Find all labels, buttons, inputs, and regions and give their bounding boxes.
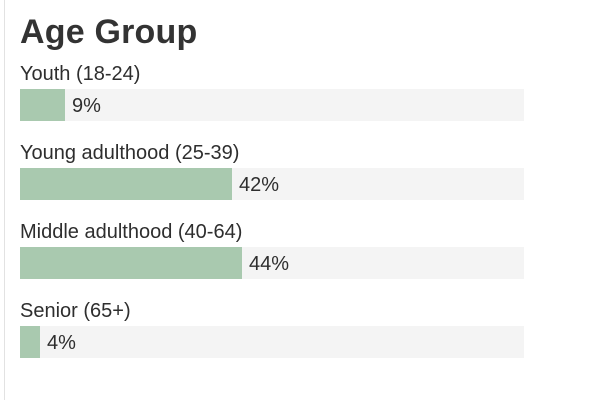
value-label: 4% [47, 332, 76, 354]
bar-group-middle-adulthood: Middle adulthood (40-64) 44% [20, 220, 524, 279]
bar-fill [20, 89, 65, 121]
value-label: 42% [239, 174, 280, 196]
category-label: Middle adulthood (40-64) [20, 221, 243, 243]
bar-fill [20, 168, 232, 200]
bar-track: 9% [20, 89, 524, 121]
bar-track: 4% [20, 326, 524, 358]
category-label: Youth (18-24) [20, 63, 141, 85]
bar-track: 42% [20, 168, 524, 200]
category-label: Senior (65+) [20, 300, 131, 322]
bar-group-young-adulthood: Young adulthood (25-39) 42% [20, 141, 524, 200]
bar-track: 44% [20, 247, 524, 279]
chart-title: Age Group [20, 13, 198, 51]
bar-group-youth: Youth (18-24) 9% [20, 62, 524, 121]
left-divider [4, 0, 5, 400]
age-group-chart: Age Group Youth (18-24) 9% Young adultho… [20, 12, 524, 378]
value-label: 9% [72, 95, 101, 117]
bar-fill [20, 326, 40, 358]
bar-group-senior: Senior (65+) 4% [20, 299, 524, 358]
bar-fill [20, 247, 242, 279]
category-label: Young adulthood (25-39) [20, 142, 240, 164]
value-label: 44% [249, 253, 290, 275]
